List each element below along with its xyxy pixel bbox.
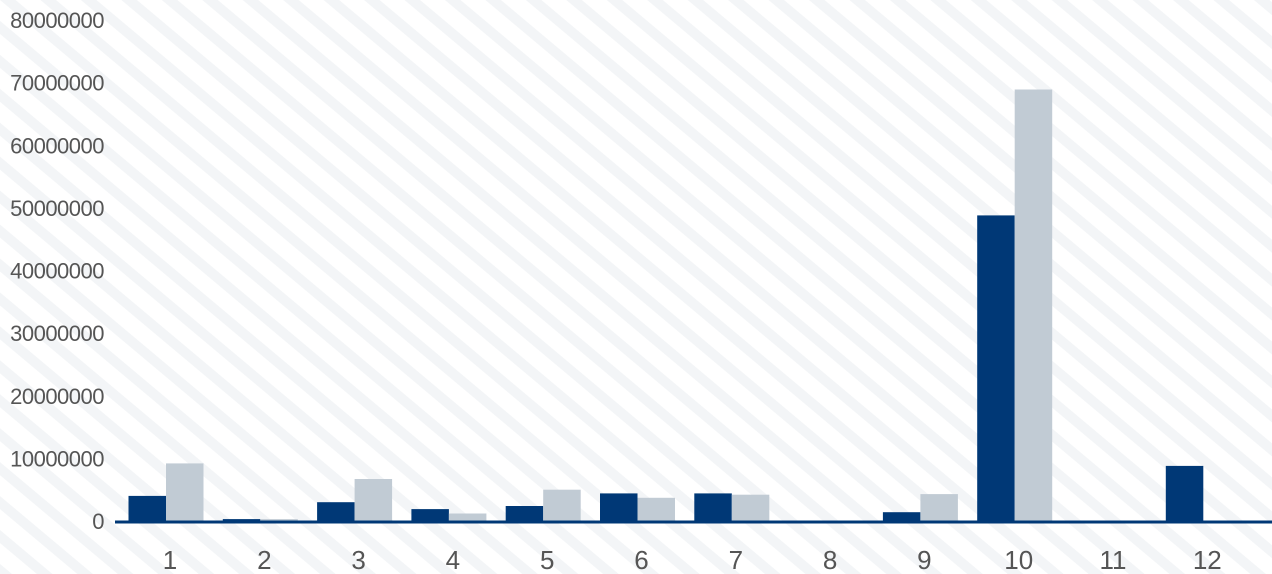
bar-series-1-cat-12: [1165, 465, 1204, 521]
bar-series-2-cat-7: [731, 494, 770, 521]
x-tick-label: 7: [729, 545, 743, 574]
y-tick-label: 80000000: [10, 8, 104, 33]
bar-series-2-cat-3: [354, 479, 393, 521]
bar-series-2-cat-10: [1014, 89, 1053, 521]
bar-series-2-cat-1: [166, 463, 204, 521]
bar-series-1-cat-3: [317, 502, 355, 521]
x-tick-label: 2: [257, 545, 271, 574]
y-tick-label: 0: [92, 509, 104, 534]
y-tick-label: 70000000: [10, 71, 104, 96]
bar-series-2-cat-2: [260, 519, 298, 521]
y-tick-label: 30000000: [10, 321, 104, 346]
bar-series-2-cat-6: [637, 497, 675, 521]
bar-series-1-cat-6: [600, 493, 638, 521]
bar-series-2-cat-5: [543, 489, 581, 521]
x-tick-label: 5: [540, 545, 554, 574]
bar-series-1-cat-7: [694, 493, 732, 521]
bar-series-1-cat-2: [222, 519, 261, 521]
x-tick-label: 8: [823, 545, 837, 574]
x-tick-label: 11: [1100, 545, 1127, 574]
x-tick-label: 3: [351, 545, 365, 574]
y-tick-label: 10000000: [10, 446, 104, 471]
bar-series-2-cat-9: [920, 494, 958, 521]
y-tick-label: 60000000: [10, 133, 104, 158]
x-tick-label: 9: [917, 545, 931, 574]
bar-series-1-cat-5: [505, 506, 544, 521]
x-tick-label: 6: [634, 545, 648, 574]
bar-series-1-cat-4: [411, 509, 449, 521]
bar-series-2-cat-4: [448, 513, 487, 521]
x-tick-label: 12: [1193, 545, 1222, 574]
bar-series-1-cat-10: [977, 215, 1015, 521]
y-tick-label: 20000000: [10, 384, 104, 409]
x-tick-label: 10: [1004, 545, 1033, 574]
x-tick-label: 4: [446, 545, 460, 574]
y-tick-label: 40000000: [10, 259, 104, 284]
y-tick-label: 50000000: [10, 196, 104, 221]
x-tick-label: 1: [163, 545, 177, 574]
bar-series-1-cat-1: [128, 495, 166, 521]
bar-series-1-cat-9: [882, 512, 921, 521]
